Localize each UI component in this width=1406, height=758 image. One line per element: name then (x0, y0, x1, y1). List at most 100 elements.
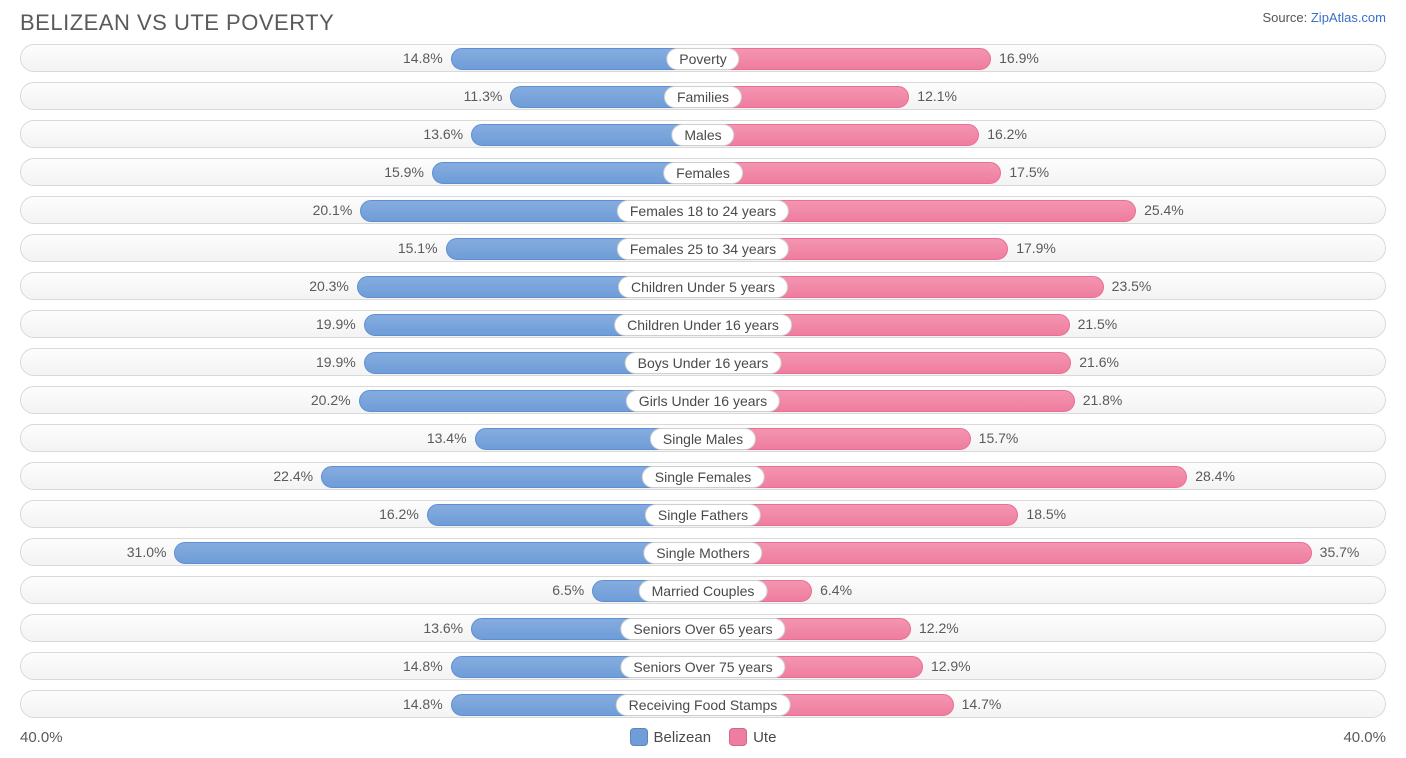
right-half: 6.4% (703, 577, 1385, 603)
chart-row: 19.9% 21.6% Boys Under 16 years (20, 348, 1386, 376)
source-prefix: Source: (1262, 10, 1310, 25)
chart-row: 20.3%23.5%Children Under 5 years (20, 272, 1386, 300)
chart-row: 22.4%28.4%Single Females (20, 462, 1386, 490)
right-bar (703, 466, 1187, 488)
legend-swatch (729, 728, 747, 746)
category-label: Seniors Over 65 years (620, 618, 785, 640)
right-value: 23.5% (1112, 278, 1152, 294)
left-value: 19.9% (316, 316, 356, 332)
category-label: Boys Under 16 years (625, 352, 782, 374)
chart-row: 20.1% 25.4%Females 18 to 24 years (20, 196, 1386, 224)
chart-row: 13.4% 15.7% Single Males (20, 424, 1386, 452)
right-value: 17.5% (1009, 164, 1049, 180)
chart-row: 11.3%12.1%Families (20, 82, 1386, 110)
diverging-bar-chart: 14.8%16.9%Poverty11.3%12.1%Families13.6%… (20, 44, 1386, 718)
right-bar (703, 542, 1312, 564)
right-half: 18.5% (703, 501, 1385, 527)
category-label: Single Mothers (643, 542, 762, 564)
right-value: 17.9% (1016, 240, 1056, 256)
category-label: Seniors Over 75 years (620, 656, 785, 678)
left-value: 20.1% (313, 202, 353, 218)
chart-row: 15.9% 17.5% Females (20, 158, 1386, 186)
right-half: 28.4% (703, 463, 1385, 489)
left-bar (471, 124, 703, 146)
right-value: 16.9% (999, 50, 1039, 66)
chart-row: 6.5%6.4%Married Couples (20, 576, 1386, 604)
left-half: 13.6% (21, 615, 703, 641)
legend: Belizean Ute (630, 728, 777, 746)
right-half: 21.5% (703, 311, 1385, 337)
chart-row: 14.8% 16.9% Poverty (20, 44, 1386, 72)
right-half: 12.9% (703, 653, 1385, 679)
right-value: 28.4% (1195, 468, 1235, 484)
left-bar (174, 542, 703, 564)
left-half: 16.2% (21, 501, 703, 527)
right-half: 12.1% (703, 83, 1385, 109)
left-half: 14.8% (21, 653, 703, 679)
category-label: Males (671, 124, 734, 146)
right-bar (703, 162, 1001, 184)
left-value: 14.8% (403, 50, 443, 66)
legend-swatch (630, 728, 648, 746)
category-label: Families (664, 86, 742, 108)
right-value: 21.8% (1083, 392, 1123, 408)
right-value: 12.1% (917, 88, 957, 104)
right-half: 12.2% (703, 615, 1385, 641)
right-half: 16.9% (703, 45, 1385, 71)
category-label: Receiving Food Stamps (616, 694, 791, 716)
left-half: 22.4% (21, 463, 703, 489)
right-half: 35.7% (703, 539, 1385, 565)
left-value: 14.8% (403, 696, 443, 712)
left-half: 19.9% (21, 311, 703, 337)
right-bar (703, 124, 979, 146)
axis-max-right: 40.0% (1343, 729, 1386, 746)
right-value: 18.5% (1026, 506, 1066, 522)
left-half: 20.2% (21, 387, 703, 413)
right-half: 25.4% (703, 197, 1385, 223)
category-label: Married Couples (639, 580, 768, 602)
right-half: 21.6% (703, 349, 1385, 375)
chart-row: 15.1%17.9%Females 25 to 34 years (20, 234, 1386, 262)
chart-title: BELIZEAN VS UTE POVERTY (20, 10, 334, 36)
source-link[interactable]: ZipAtlas.com (1311, 10, 1386, 25)
category-label: Females 18 to 24 years (617, 200, 789, 222)
left-half: 14.8% (21, 691, 703, 717)
right-value: 15.7% (979, 430, 1019, 446)
chart-header: BELIZEAN VS UTE POVERTY Source: ZipAtlas… (20, 10, 1386, 36)
right-half: 23.5% (703, 273, 1385, 299)
left-half: 15.9% (21, 159, 703, 185)
right-value: 21.6% (1079, 354, 1119, 370)
left-value: 16.2% (379, 506, 419, 522)
legend-item: Ute (729, 728, 776, 746)
right-bar (703, 48, 991, 70)
category-label: Poverty (666, 48, 739, 70)
right-value: 14.7% (962, 696, 1002, 712)
chart-row: 20.2%21.8%Girls Under 16 years (20, 386, 1386, 414)
right-half: 17.9% (703, 235, 1385, 261)
source-attribution: Source: ZipAtlas.com (1262, 10, 1386, 25)
chart-row: 31.0%35.7%Single Mothers (20, 538, 1386, 566)
category-label: Single Fathers (645, 504, 761, 526)
category-label: Females (663, 162, 743, 184)
category-label: Single Males (650, 428, 756, 450)
left-half: 13.4% (21, 425, 703, 451)
left-value: 13.4% (427, 430, 467, 446)
left-half: 19.9% (21, 349, 703, 375)
category-label: Children Under 16 years (614, 314, 792, 336)
right-half: 17.5% (703, 159, 1385, 185)
left-half: 13.6% (21, 121, 703, 147)
chart-footer: 40.0% Belizean Ute 40.0% (20, 728, 1386, 746)
right-value: 12.9% (931, 658, 971, 674)
left-half: 31.0% (21, 539, 703, 565)
left-value: 22.4% (273, 468, 313, 484)
left-value: 20.3% (309, 278, 349, 294)
right-half: 14.7% (703, 691, 1385, 717)
left-value: 19.9% (316, 354, 356, 370)
category-label: Females 25 to 34 years (617, 238, 789, 260)
left-value: 13.6% (423, 620, 463, 636)
right-value: 6.4% (820, 582, 852, 598)
left-value: 20.2% (311, 392, 351, 408)
legend-item: Belizean (630, 728, 712, 746)
chart-row: 13.6%16.2%Males (20, 120, 1386, 148)
axis-max-left: 40.0% (20, 729, 63, 746)
